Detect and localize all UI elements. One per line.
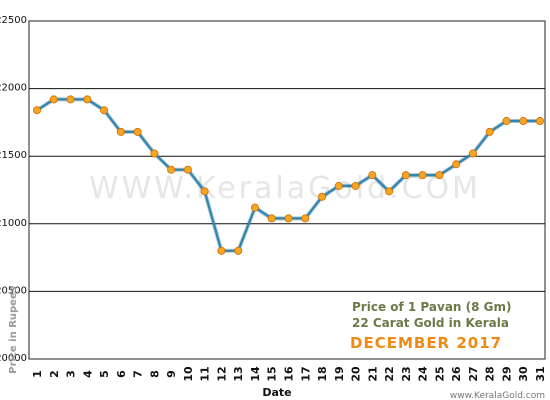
data-point — [217, 246, 226, 255]
data-point — [49, 95, 58, 104]
data-point — [267, 214, 276, 223]
x-tick-label: 4 — [81, 370, 94, 378]
data-points — [33, 95, 545, 255]
x-tick-label: 22 — [383, 366, 396, 381]
data-point — [485, 127, 494, 136]
data-point — [519, 117, 528, 126]
footer-url: www.KeralaGold.com — [450, 391, 545, 400]
x-tick-label: 20 — [350, 366, 363, 382]
x-tick-label: 13 — [232, 366, 245, 381]
x-tick-label: 8 — [148, 370, 161, 378]
x-tick-label: 26 — [450, 366, 463, 382]
x-tick-label: 18 — [316, 366, 329, 381]
data-point — [33, 106, 42, 115]
data-point — [318, 192, 327, 201]
x-tick-label: 12 — [215, 366, 228, 381]
data-point — [385, 187, 394, 196]
x-tick-label: 25 — [433, 366, 446, 381]
info-box: Price of 1 Pavan (8 Gm) 22 Carat Gold in… — [350, 300, 512, 352]
x-tick-label: 16 — [283, 366, 296, 382]
y-tick-label: 21000 — [0, 218, 27, 229]
x-tick-label: 7 — [132, 370, 145, 378]
data-point — [452, 160, 461, 169]
x-tick-label: 3 — [65, 370, 78, 378]
data-point — [401, 171, 410, 180]
data-point — [200, 187, 209, 196]
x-tick-label: 24 — [417, 366, 430, 382]
data-point — [351, 181, 360, 190]
x-tick-label: 19 — [333, 366, 346, 381]
x-tick-label: 30 — [517, 366, 530, 382]
data-point — [100, 106, 109, 115]
y-tick-label: 20500 — [0, 285, 27, 296]
x-tick-label: 21 — [366, 366, 379, 381]
x-tick-label: 23 — [400, 366, 413, 381]
x-tick-label: 27 — [467, 366, 480, 381]
x-tick-label: 2 — [48, 370, 61, 378]
info-line-2: 22 Carat Gold in Kerala — [352, 316, 509, 330]
y-axis-label: Price in Rupees — [8, 286, 19, 373]
data-point — [418, 171, 427, 180]
y-tick-label: 20000 — [0, 353, 27, 364]
x-tick-label: 28 — [484, 366, 497, 381]
y-tick-label: 21500 — [0, 150, 27, 161]
x-tick-label: 6 — [115, 370, 128, 378]
data-point — [502, 117, 511, 126]
data-point — [334, 181, 343, 190]
x-tick-label: 17 — [299, 366, 312, 381]
data-point — [83, 95, 92, 104]
data-point — [468, 149, 477, 158]
data-point — [167, 165, 176, 174]
x-axis-label: Date — [262, 386, 291, 399]
x-axis-ticks: 1 2 3 4 5 6 7 8 9 10 11 12 13 14 15 16 17 18 19 20 21 22 23 24 2… — [31, 366, 547, 382]
info-line-3: DECEMBER 2017 — [350, 334, 502, 352]
data-point — [284, 214, 293, 223]
x-tick-label: 10 — [182, 366, 195, 382]
y-tick-label: 22000 — [0, 83, 27, 94]
data-point — [368, 171, 377, 180]
data-point — [250, 203, 259, 212]
x-tick-label: 1 — [31, 370, 44, 378]
data-point — [301, 214, 310, 223]
y-axis-ticks: 20000 20500 21000 21500 22000 22500 — [0, 15, 27, 364]
data-point — [183, 165, 192, 174]
x-tick-label: 5 — [98, 370, 111, 378]
data-point — [536, 117, 545, 126]
grid-lines — [29, 88, 545, 292]
watermark-text: WWW.KeralaGold.COM — [89, 171, 481, 206]
x-tick-label: 31 — [534, 366, 547, 381]
data-point — [435, 171, 444, 180]
x-tick-label: 15 — [266, 366, 279, 381]
x-tick-label: 9 — [165, 370, 178, 378]
info-line-1: Price of 1 Pavan (8 Gm) — [352, 300, 512, 314]
plot-area — [28, 20, 546, 360]
data-point — [234, 246, 243, 255]
data-point — [66, 95, 75, 104]
x-tick-label: 29 — [500, 366, 513, 381]
y-tick-label: 22500 — [0, 15, 27, 26]
data-point — [116, 127, 125, 136]
x-tick-label: 14 — [249, 366, 262, 382]
x-tick-label: 11 — [199, 366, 212, 381]
data-point — [150, 149, 159, 158]
data-point — [133, 127, 142, 136]
